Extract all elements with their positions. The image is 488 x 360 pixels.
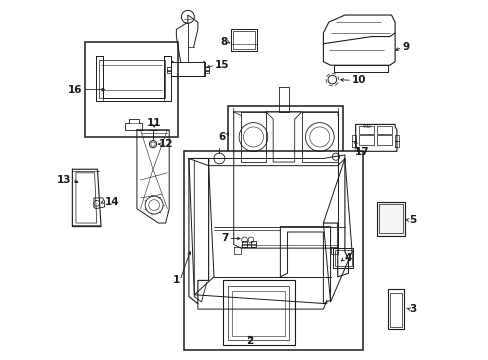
Text: 13: 13 [57,175,72,185]
Bar [228,286,289,339]
Text: 11: 11 [146,118,161,128]
Text: 7: 7 [221,233,228,243]
Text: 12: 12 [159,139,173,149]
Text: TRAC: TRAC [361,125,370,129]
Bar [376,126,391,134]
Text: 5: 5 [408,215,416,225]
Bar [223,280,294,345]
Bar [99,59,164,98]
Text: 15: 15 [215,60,229,70]
Bar [228,107,343,250]
Text: 14: 14 [104,197,119,207]
Bar [334,249,351,266]
Bar [85,42,178,137]
Text: 2: 2 [246,336,253,346]
Bar [376,135,391,145]
Bar [376,202,405,235]
Bar [379,204,402,233]
Text: 10: 10 [351,75,366,85]
Text: 1: 1 [172,275,180,285]
Bar [233,31,255,49]
Text: 8: 8 [220,37,227,47]
Text: 4: 4 [344,253,351,263]
Bar [333,248,352,268]
Bar [359,126,373,134]
Text: 17: 17 [354,147,369,157]
Text: 6: 6 [218,132,225,142]
Bar [387,289,403,329]
Bar [231,30,257,51]
Text: 9: 9 [402,42,408,52]
Bar [183,151,362,350]
Bar [231,291,285,336]
Bar [389,293,401,327]
Text: 16: 16 [68,85,82,95]
Text: 3: 3 [408,304,416,314]
Bar [359,135,373,145]
